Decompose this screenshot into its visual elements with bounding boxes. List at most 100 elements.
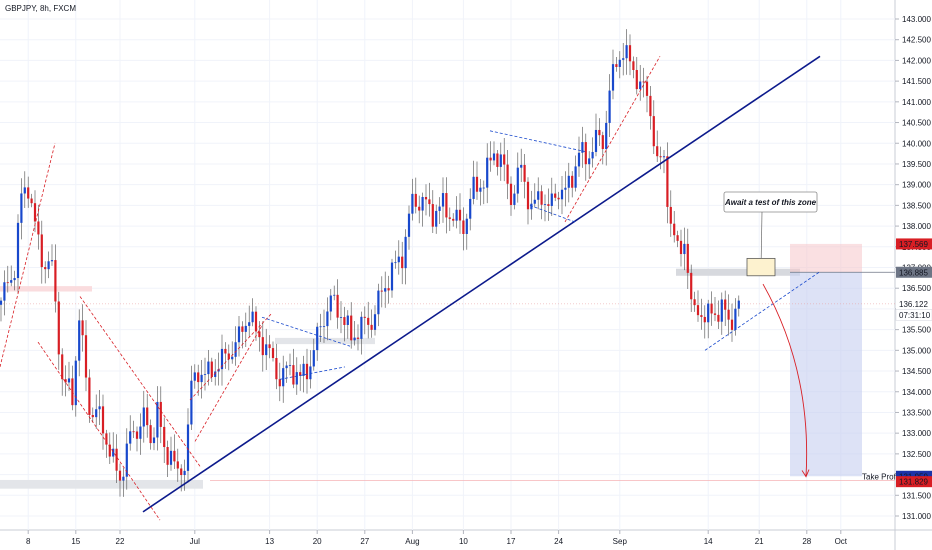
candle — [394, 250, 397, 269]
candle-body — [424, 196, 428, 200]
candle — [319, 313, 322, 343]
candle — [299, 364, 302, 391]
candle — [717, 300, 720, 329]
candle-body — [336, 294, 339, 318]
candle-body — [98, 406, 101, 410]
candle — [54, 244, 57, 313]
candle — [288, 353, 292, 376]
candle — [574, 155, 577, 192]
candle — [557, 191, 560, 210]
candle — [346, 310, 349, 339]
candle-body — [431, 204, 434, 227]
candle — [639, 64, 642, 101]
support-zone — [0, 479, 203, 489]
candle-body — [322, 326, 326, 327]
candle — [3, 270, 6, 316]
candle — [509, 176, 513, 216]
price-tick-label: 142.000 — [902, 56, 931, 65]
candle — [384, 271, 387, 308]
candle — [441, 177, 445, 223]
candle — [265, 328, 268, 371]
candle-body — [377, 290, 380, 315]
candle — [360, 311, 363, 355]
candle — [652, 100, 655, 154]
candle-body — [615, 64, 618, 67]
candle — [336, 279, 339, 329]
candle-body — [659, 156, 662, 158]
candle-body — [333, 294, 336, 296]
candle-body — [183, 470, 186, 476]
candle — [543, 194, 547, 222]
price-tick-label: 132.500 — [902, 450, 931, 459]
candle-body — [373, 314, 377, 330]
candle-body — [526, 181, 530, 210]
candle-body — [465, 218, 468, 234]
candle-body — [428, 199, 431, 205]
candle-body — [61, 354, 64, 380]
time-axis: 8 15 22 Jul 13 20 27 Aug 10 17 24 Sep 14 21 28 Oct — [26, 530, 848, 546]
countdown-tag: 07:31:10 — [895, 309, 932, 321]
candle-body — [74, 360, 77, 406]
candle-body — [516, 167, 519, 194]
candle — [367, 301, 370, 339]
candle-body — [319, 326, 322, 328]
candle — [237, 316, 241, 357]
pattern-line — [489, 130, 586, 152]
candle-body — [268, 344, 271, 349]
candle-body — [387, 288, 390, 291]
price-tick-label: 131.000 — [902, 512, 931, 521]
candle-body — [81, 320, 84, 336]
candle — [139, 413, 142, 455]
candle — [506, 149, 509, 200]
price-tick-label: 142.500 — [902, 36, 931, 45]
candle-body — [166, 447, 169, 465]
candle — [67, 361, 71, 391]
candle-body — [537, 191, 540, 200]
candle-body — [339, 317, 343, 318]
candle-body — [305, 363, 309, 380]
candle — [118, 463, 122, 497]
time-tick-label: 22 — [116, 537, 125, 546]
candle-body — [581, 142, 584, 153]
candle-body — [108, 444, 111, 457]
candle-body — [734, 308, 737, 330]
candle — [693, 291, 696, 312]
candle — [373, 305, 377, 336]
candle-body — [13, 278, 16, 281]
candle — [156, 386, 159, 451]
candle-body — [601, 135, 604, 150]
candle-body — [302, 363, 305, 376]
candle-body — [713, 313, 717, 315]
time-tick-label: 15 — [71, 537, 80, 546]
candle — [210, 357, 213, 382]
candle-body — [380, 290, 383, 292]
candle-body — [679, 240, 683, 255]
candle — [333, 285, 336, 301]
candle-body — [438, 206, 441, 211]
channel-line — [564, 56, 661, 223]
test-zone-box — [746, 257, 776, 277]
candle-body — [227, 353, 230, 360]
candle — [608, 74, 611, 137]
candle — [588, 151, 591, 179]
candle-body — [611, 64, 615, 91]
candle — [503, 138, 506, 182]
candle-body — [210, 361, 213, 377]
candle — [700, 298, 703, 330]
candle-body — [112, 448, 115, 457]
candle — [462, 207, 465, 251]
candle-body — [326, 311, 329, 327]
candle-body — [254, 311, 258, 332]
candle — [6, 265, 9, 293]
candle — [669, 190, 672, 237]
low-price-tag-box — [896, 476, 932, 488]
candle-body — [132, 431, 135, 433]
candle-body — [163, 426, 166, 448]
candle — [676, 230, 679, 248]
candle — [20, 178, 23, 240]
candle — [567, 162, 570, 203]
candle-body — [421, 196, 424, 211]
candle — [584, 133, 587, 181]
candle-body — [169, 450, 173, 465]
